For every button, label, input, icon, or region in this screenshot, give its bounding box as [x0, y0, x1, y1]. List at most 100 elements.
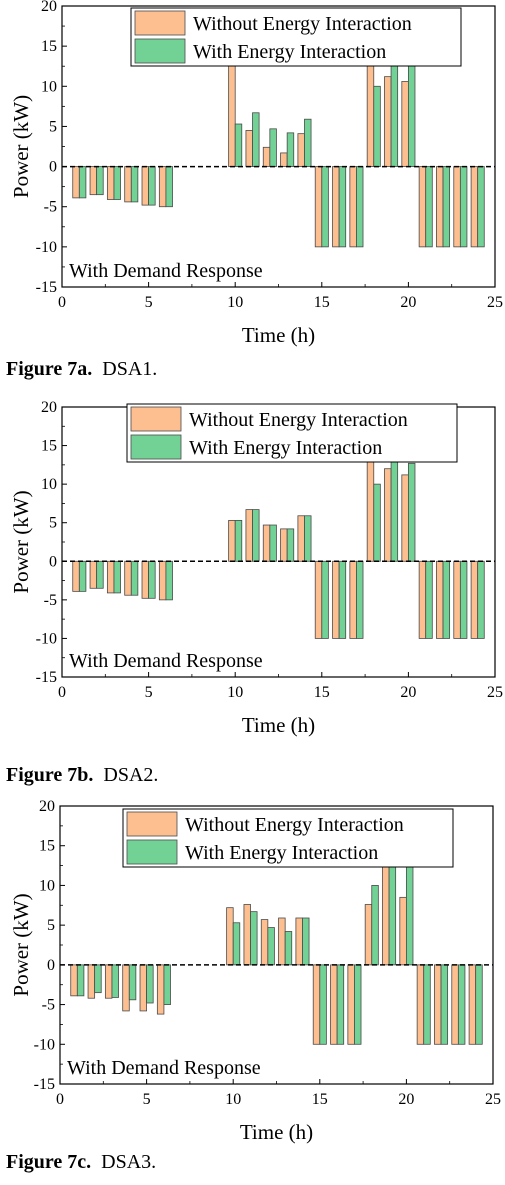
- bar-without-interaction: [226, 907, 234, 966]
- legend-label-without: Without Energy Interaction: [185, 814, 404, 836]
- x-tick-label: 10: [227, 294, 243, 311]
- bar-with-interaction: [269, 128, 277, 167]
- bar-with-interaction: [94, 964, 102, 994]
- bar-with-interaction: [477, 166, 485, 248]
- bar-without-interaction: [124, 166, 132, 203]
- bar-with-interaction: [234, 519, 243, 562]
- bar-with-interaction: [338, 560, 347, 639]
- bar-with-interaction: [232, 922, 241, 966]
- chart-svg: -15 -10 -5 0 5 10 15 20 0 5 10 15 20 25 Time (h) Power …: [9, 399, 503, 737]
- bar-without-interaction: [349, 166, 357, 248]
- bar-with-interaction: [130, 166, 139, 203]
- bar-with-interaction: [373, 483, 381, 562]
- x-tick-label: 5: [143, 1091, 151, 1108]
- legend-label-with: With Energy Interaction: [193, 41, 386, 63]
- bar-with-interaction: [442, 166, 451, 248]
- legend-swatch-without: [130, 406, 182, 432]
- bar-with-interaction: [165, 166, 173, 208]
- bar-without-interaction: [156, 964, 165, 1015]
- bar-without-interaction: [141, 560, 150, 599]
- bar-with-interaction: [302, 917, 310, 966]
- y-tick-label: -10: [34, 1036, 55, 1053]
- y-tick-label: 5: [49, 118, 57, 135]
- bar-without-interaction: [434, 964, 442, 1045]
- y-tick-label: 15: [41, 38, 57, 55]
- legend-box: [130, 7, 462, 67]
- bar-with-interaction: [459, 166, 468, 248]
- y-tick-label: 15: [41, 438, 57, 455]
- bar-with-interaction: [148, 560, 156, 599]
- bar-without-interaction: [89, 166, 98, 196]
- bar-without-interaction: [280, 528, 288, 562]
- bar-with-interaction: [250, 911, 258, 966]
- legend: Without Energy Interaction With Energy In…: [122, 808, 454, 868]
- bar-without-interaction: [124, 560, 132, 596]
- chart-panel-c: -15 -10 -5 0 5 10 15 20 0 5 10 15 20 25 Time (h) Power …: [0, 795, 505, 1185]
- bar-without-interaction: [139, 964, 148, 1012]
- bar-without-interaction: [228, 519, 236, 562]
- x-tick-label: 15: [314, 684, 330, 701]
- bar-without-interaction: [243, 904, 251, 966]
- bar-with-interaction: [146, 964, 154, 1004]
- caption-text: DSA2.: [103, 764, 159, 786]
- caption-label: Figure 7c.: [6, 1151, 92, 1173]
- bar-with-interaction: [165, 560, 173, 601]
- bar-without-interaction: [347, 964, 355, 1045]
- chart-svg: -15 -10 -5 0 5 10 15 20 0 5 10 15 20 25 Time (h) Power …: [9, 798, 501, 1144]
- bar-without-interaction: [384, 76, 392, 167]
- bar-without-interaction: [228, 51, 236, 167]
- bar-without-interaction: [262, 524, 271, 562]
- bar-with-interaction: [336, 964, 345, 1045]
- y-tick-label: -15: [36, 279, 57, 296]
- legend-label-without: Without Energy Interaction: [189, 409, 408, 431]
- bar-without-interaction: [297, 133, 305, 167]
- bar-without-interaction: [314, 166, 323, 248]
- bar-with-interaction: [440, 964, 449, 1045]
- bar-with-interaction: [269, 524, 277, 562]
- bar-without-interaction: [314, 560, 323, 639]
- y-axis-label: Power (kW): [9, 95, 33, 198]
- bar-with-interaction: [113, 166, 121, 200]
- y-tick-label: 10: [41, 476, 57, 493]
- bar-with-interaction: [390, 58, 399, 167]
- chart-panel-a: -15 -10 -5 0 5 10 15 20 0 5 10 15 20 25 Time (h) Power …: [0, 0, 505, 390]
- x-axis-label: Time (h): [240, 1120, 313, 1144]
- bar-with-interaction: [252, 509, 260, 562]
- legend-label-without: Without Energy Interaction: [193, 13, 412, 35]
- bar-with-interaction: [78, 166, 87, 199]
- bar-with-interaction: [78, 560, 87, 592]
- bar-without-interaction: [349, 560, 357, 639]
- y-tick-label: 10: [41, 78, 57, 95]
- bar-with-interaction: [163, 964, 171, 1005]
- x-tick-label: 10: [227, 684, 243, 701]
- caption-text: DSA3.: [101, 1151, 157, 1173]
- bar-with-interaction: [423, 964, 431, 1045]
- annotation-demand-response: With Demand Response: [69, 650, 263, 672]
- bar-with-interaction: [388, 858, 397, 966]
- bar-without-interaction: [106, 560, 115, 594]
- bar-with-interaction: [252, 112, 260, 167]
- caption-text: DSA1.: [102, 358, 158, 380]
- bar-without-interaction: [312, 964, 321, 1045]
- bar-with-interaction: [113, 560, 121, 594]
- bar-with-interaction: [475, 964, 483, 1045]
- bar-with-interaction: [286, 132, 295, 167]
- y-tick-label: 10: [39, 877, 55, 894]
- y-tick-label: 0: [47, 957, 55, 974]
- bar-with-interaction: [356, 166, 364, 248]
- bar-without-interaction: [364, 904, 373, 966]
- y-tick-label: 20: [39, 798, 55, 815]
- y-tick-label: -5: [42, 997, 55, 1014]
- caption-label: Figure 7a.: [6, 358, 93, 380]
- bar-with-interaction: [356, 560, 364, 639]
- bar-without-interaction: [418, 560, 427, 639]
- bar-with-interaction: [371, 885, 379, 966]
- bar-without-interaction: [401, 81, 409, 167]
- bar-without-interaction: [122, 964, 130, 1012]
- x-tick-label: 0: [58, 294, 66, 311]
- bar-without-interaction: [260, 919, 269, 966]
- bar-without-interaction: [399, 896, 407, 966]
- bar-without-interaction: [72, 560, 80, 592]
- legend: Without Energy Interaction With Energy In…: [130, 7, 462, 67]
- bar-with-interaction: [286, 528, 295, 562]
